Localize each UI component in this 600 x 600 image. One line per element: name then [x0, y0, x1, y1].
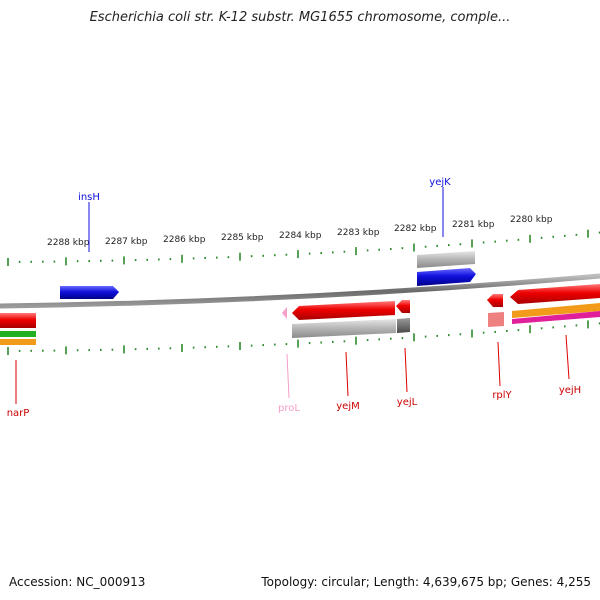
scale-label-2280: 2280 kbp: [510, 215, 553, 225]
leader-rplY: [497, 341, 501, 387]
leader-yejH: [565, 334, 570, 380]
gene-arrow-yejL[interactable]: [396, 300, 410, 313]
gene-arrow-yejH[interactable]: [510, 284, 600, 304]
gene-label-rplY[interactable]: rplY: [492, 390, 512, 401]
forward-features: [60, 251, 476, 299]
gene-arrow-yejK[interactable]: [417, 268, 476, 286]
scale-label-2286: 2286 kbp: [163, 235, 206, 245]
gene-label-yejK[interactable]: yejK: [429, 177, 451, 188]
cds-bar-yejL[interactable]: [397, 318, 410, 333]
scale-label-2282: 2282 kbp: [394, 224, 437, 234]
gene-arrow-narP[interactable]: [0, 313, 36, 328]
gene-arrow-insH[interactable]: [60, 286, 119, 299]
upper-scale-ticks: [7, 229, 600, 266]
topology-info-text: Topology: circular; Length: 4,639,675 bp…: [261, 575, 591, 589]
reverse-features: [0, 284, 600, 345]
scale-label-2285: 2285 kbp: [221, 233, 264, 243]
accession-text: Accession: NC_000913: [9, 575, 146, 589]
feature-bar-magenta-yejH[interactable]: [512, 311, 600, 324]
leader-proL: [286, 353, 290, 399]
cds-bar-yejK[interactable]: [417, 251, 475, 268]
feature-bar-green[interactable]: [0, 331, 36, 337]
lower-scale-ticks: [7, 320, 600, 355]
feature-bar-orange-yejH[interactable]: [512, 303, 600, 318]
page-title: Escherichia coli str. K-12 substr. MG165…: [89, 10, 511, 25]
gene-label-yejL[interactable]: yejL: [397, 397, 418, 408]
gene-arrow-yejM[interactable]: [292, 301, 395, 320]
gene-label-yejM[interactable]: yejM: [336, 401, 359, 412]
scale-label-2288: 2288 kbp: [47, 238, 90, 248]
scale-label-2287: 2287 kbp: [105, 237, 148, 247]
cds-bar-rplY[interactable]: [488, 312, 504, 327]
scale-label-2281: 2281 kbp: [452, 220, 495, 230]
gene-label-insH[interactable]: insH: [78, 192, 100, 203]
feature-bar-orange[interactable]: [0, 339, 36, 345]
leader-yejL: [404, 347, 408, 393]
gene-arrow-rplY[interactable]: [487, 294, 503, 307]
gene-label-narP[interactable]: narP: [7, 408, 30, 419]
scale-label-2284: 2284 kbp: [279, 231, 322, 241]
gene-arrow-proL[interactable]: [282, 307, 287, 319]
gene-labels: insH yejK narP proL yejM yejL rplY yejH: [7, 177, 581, 419]
gene-label-yejH[interactable]: yejH: [559, 385, 581, 396]
leader-yejM: [345, 351, 349, 397]
scale-labels: 2288 kbp 2287 kbp 2286 kbp 2285 kbp 2284…: [47, 215, 553, 248]
scale-label-2283: 2283 kbp: [337, 228, 380, 238]
chromosome-backbone: [0, 273, 600, 309]
gene-label-proL[interactable]: proL: [278, 403, 300, 414]
cds-bar-yejM[interactable]: [292, 319, 396, 338]
